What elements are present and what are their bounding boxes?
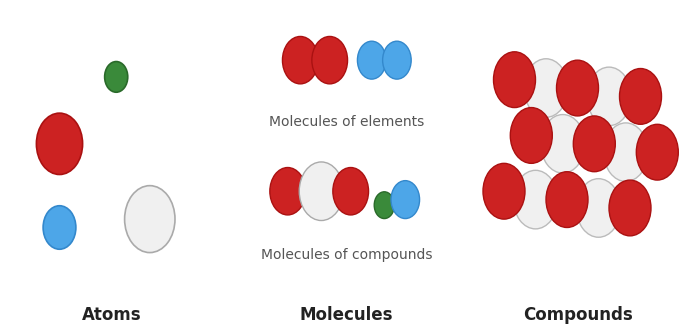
Circle shape [494, 52, 536, 108]
Circle shape [43, 206, 76, 249]
Circle shape [383, 41, 411, 79]
Circle shape [358, 41, 386, 79]
Text: Molecules of elements: Molecules of elements [269, 115, 424, 128]
Circle shape [524, 59, 568, 117]
Circle shape [374, 192, 394, 218]
Circle shape [546, 172, 588, 227]
Text: Atoms: Atoms [82, 306, 142, 324]
Circle shape [609, 180, 651, 236]
Circle shape [312, 37, 347, 84]
Circle shape [333, 168, 368, 215]
Circle shape [556, 60, 598, 116]
Text: Compounds: Compounds [523, 306, 632, 324]
Circle shape [620, 68, 662, 124]
Circle shape [604, 123, 648, 182]
Circle shape [510, 108, 552, 163]
Circle shape [105, 61, 127, 92]
FancyBboxPatch shape [3, 4, 221, 297]
Text: Molecules: Molecules [300, 306, 393, 324]
Circle shape [577, 179, 621, 237]
Circle shape [573, 116, 615, 172]
Circle shape [391, 181, 419, 218]
Circle shape [125, 186, 175, 253]
Circle shape [299, 162, 343, 220]
FancyBboxPatch shape [468, 4, 687, 297]
Circle shape [636, 124, 678, 180]
Circle shape [270, 168, 305, 215]
Circle shape [282, 37, 318, 84]
Circle shape [514, 170, 558, 229]
Circle shape [36, 113, 83, 175]
Circle shape [541, 115, 585, 173]
Circle shape [483, 163, 525, 219]
Circle shape [587, 67, 631, 126]
Text: Molecules of compounds: Molecules of compounds [260, 248, 433, 262]
FancyBboxPatch shape [237, 4, 456, 297]
